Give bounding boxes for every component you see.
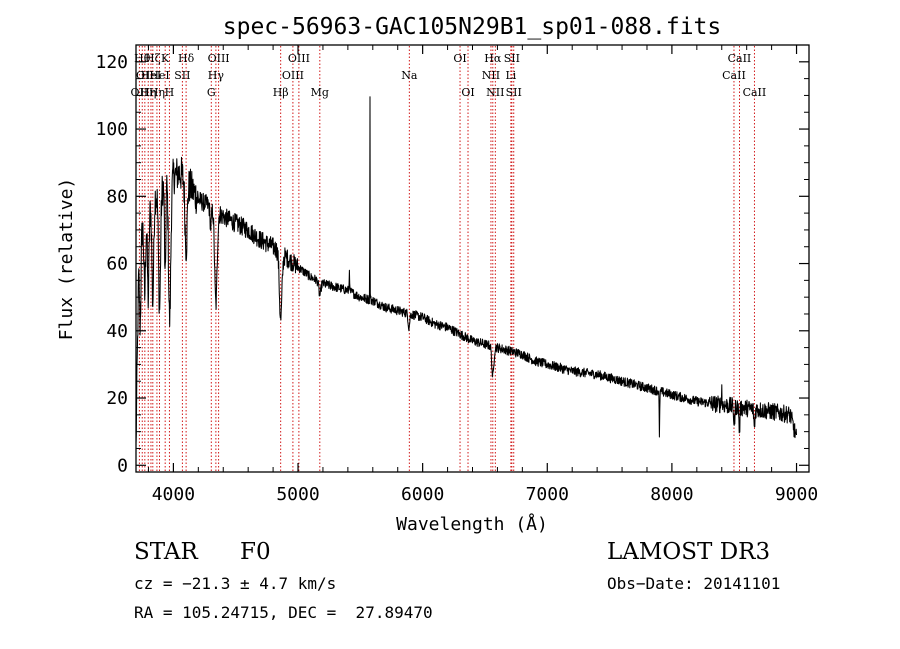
line-marker-label: Mg xyxy=(311,86,329,99)
x-tick-label: 5000 xyxy=(276,484,319,505)
line-marker-label: CaII xyxy=(743,86,767,99)
line-marker-label: SII xyxy=(506,86,522,99)
line-marker-label: OI xyxy=(453,52,466,65)
x-tick-label: 9000 xyxy=(775,484,818,505)
line-marker-label: HeI xyxy=(149,69,169,82)
x-axis-label: Wavelength (Å) xyxy=(396,513,548,535)
line-marker-label: OII xyxy=(131,86,149,99)
survey-label: LAMOST DR3 xyxy=(607,539,771,565)
y-axis: 0 20 40 60 80 100 120 xyxy=(95,52,809,476)
line-marker-label: SII xyxy=(174,69,190,82)
spectrum-line xyxy=(135,96,798,443)
line-marker-label: Hη xyxy=(140,86,156,99)
line-marker-label: Li xyxy=(505,69,516,82)
line-marker-label: Hδ xyxy=(178,52,195,65)
y-tick-label: 0 xyxy=(117,455,128,476)
y-axis-label: Flux (relative) xyxy=(56,178,77,341)
y-tick-label: 20 xyxy=(106,388,128,409)
y-tick-label: 60 xyxy=(106,254,128,275)
line-marker-label: OIII xyxy=(288,52,310,65)
line-marker-label: SII xyxy=(504,52,520,65)
line-marker-label: H xyxy=(165,86,175,99)
line-marker-label: NII xyxy=(486,86,504,99)
line-marker-label: OI xyxy=(461,86,474,99)
line-marker-label: Hη xyxy=(149,86,165,99)
x-tick-label: 8000 xyxy=(650,484,693,505)
line-markers xyxy=(138,46,755,471)
line-marker-label: K xyxy=(161,52,170,65)
x-tick-label: 7000 xyxy=(526,484,569,505)
line-marker-label: HeI xyxy=(141,69,161,82)
object-class: STAR xyxy=(134,539,198,565)
line-marker-label: Hβ xyxy=(273,86,289,99)
y-tick-label: 40 xyxy=(106,321,128,342)
x-tick-label: 4000 xyxy=(152,484,195,505)
coordinates-text: RA = 105.24715, DEC = 27.89470 xyxy=(134,603,433,622)
line-marker-label: CaII xyxy=(722,69,746,82)
line-marker-label: G xyxy=(207,86,216,99)
y-tick-label: 80 xyxy=(106,186,128,207)
line-marker-label: NII xyxy=(482,69,500,82)
obs-date-text: Obs−Date: 20141101 xyxy=(607,574,781,593)
line-marker-label: Hγ xyxy=(208,69,225,82)
object-subclass: F0 xyxy=(240,539,271,565)
line-marker-label: Hα xyxy=(484,52,502,65)
y-tick-label: 120 xyxy=(95,52,128,73)
chart-title: spec-56963-GAC105N29B1_sp01-088.fits xyxy=(223,14,722,40)
line-marker-label: OIII xyxy=(208,52,230,65)
redshift-text: cz = −21.3 ± 4.7 km/s xyxy=(134,574,337,593)
plot-frame xyxy=(135,44,810,473)
x-tick-label: 6000 xyxy=(401,484,444,505)
line-marker-label: Hζ xyxy=(145,52,161,65)
x-axis: 4000 5000 6000 7000 8000 9000 xyxy=(147,45,818,505)
line-marker-labels: OIIHθOIIHηHeIHζHηHeIKHSIIHδGHγOIIIHβOIII… xyxy=(131,52,767,99)
line-marker-label: CaII xyxy=(728,52,752,65)
line-marker-label: Na xyxy=(401,69,418,82)
y-tick-label: 100 xyxy=(95,119,128,140)
line-marker-label: OIII xyxy=(282,69,304,82)
